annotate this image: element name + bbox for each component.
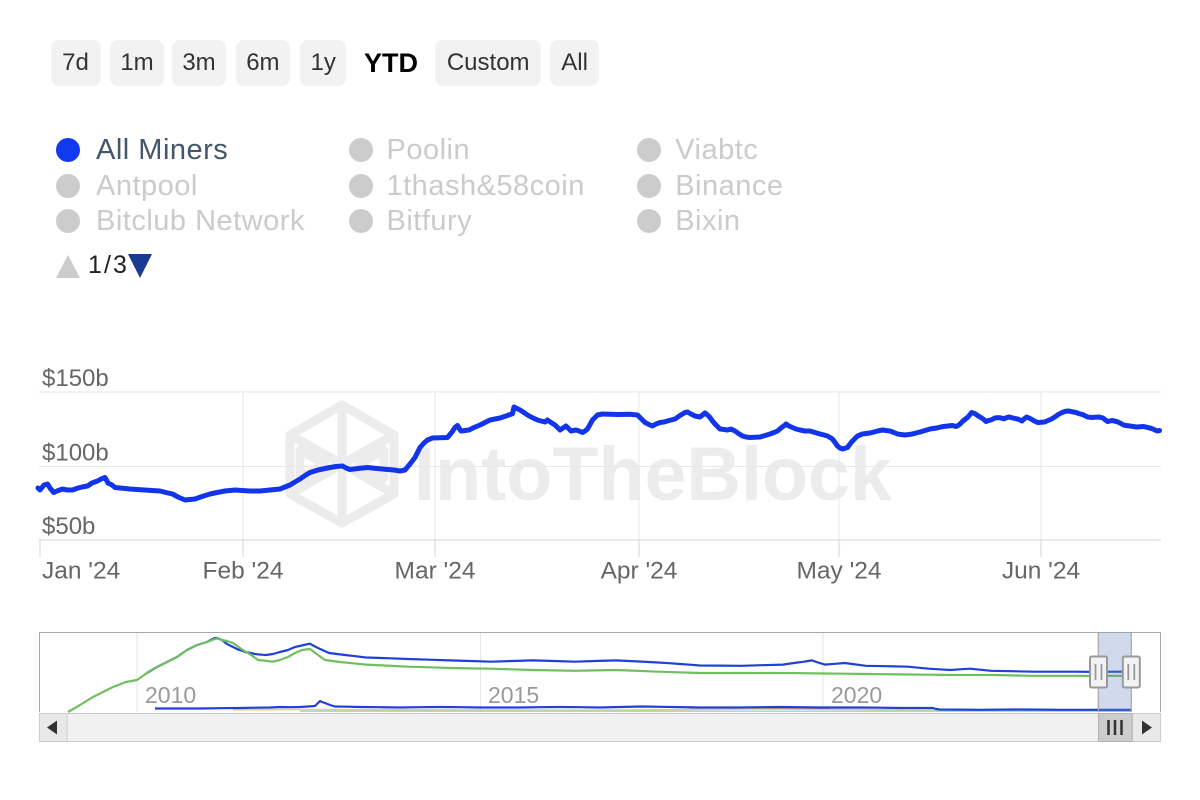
svg-text:$150b: $150b [42,365,109,392]
svg-text:May '24: May '24 [796,558,881,585]
svg-text:Feb '24: Feb '24 [203,558,284,585]
svg-text:Apr '24: Apr '24 [601,558,678,585]
svg-text:2020: 2020 [831,682,882,708]
svg-text:$100b: $100b [42,440,109,467]
svg-text:2015: 2015 [488,682,539,708]
svg-text:Jan '24: Jan '24 [42,558,120,585]
svg-text:Jun '24: Jun '24 [1002,558,1080,585]
svg-text:Mar '24: Mar '24 [395,558,476,585]
svg-text:$50b: $50b [42,513,95,540]
svg-text:2010: 2010 [145,682,196,708]
svg-text:IntoTheBlock: IntoTheBlock [414,432,893,517]
